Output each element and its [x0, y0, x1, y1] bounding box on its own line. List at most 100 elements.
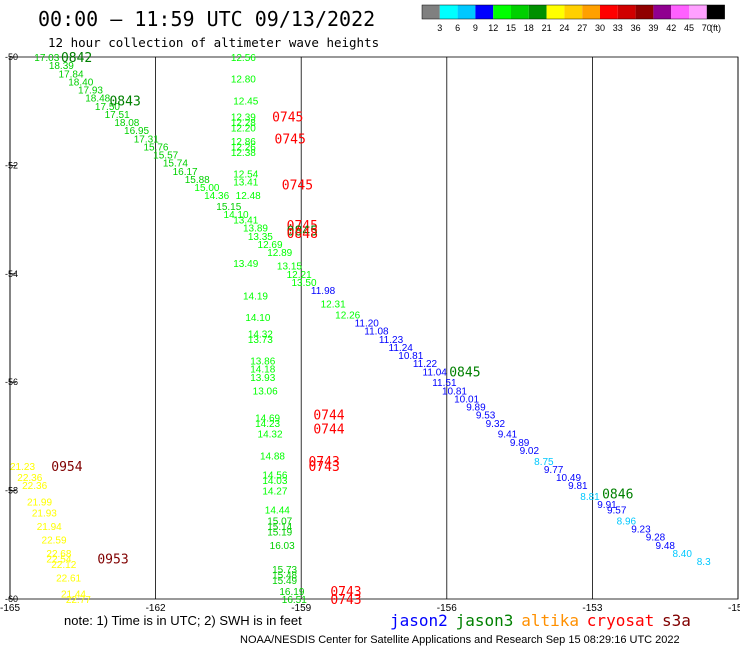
- wave-height-label: 21.93: [32, 508, 57, 519]
- pass-time-label: 0743: [308, 455, 339, 470]
- wave-height-label: 13.35: [248, 232, 273, 243]
- wave-height-label: 14.88: [260, 451, 285, 462]
- wave-height-label: 10.01: [454, 394, 479, 405]
- colorbar-swatch: [511, 5, 529, 19]
- wave-height-label: 12.26: [335, 310, 360, 321]
- wave-height-label: 22.36: [17, 473, 42, 484]
- wave-height-label: 13.89: [243, 224, 268, 235]
- wave-height-label: 9.41: [498, 430, 518, 441]
- wave-height-label: 9.48: [655, 541, 675, 552]
- wave-height-label: 18.48: [85, 94, 110, 105]
- wave-height-label: 16.17: [173, 167, 198, 178]
- wave-height-label: 8.40: [672, 549, 692, 560]
- satellite-legend: jason2 jason3 altika cryosat s3a: [390, 611, 691, 630]
- y-tick-label: -58: [5, 486, 18, 496]
- wave-height-label: 15.57: [153, 151, 178, 162]
- wave-height-label: 13.50: [291, 278, 316, 289]
- wave-height-label: 14.03: [262, 476, 287, 487]
- pass-time-label: 0743: [330, 585, 361, 600]
- wave-height-label: 12.86: [231, 137, 256, 148]
- wave-height-label: 9.89: [466, 403, 486, 414]
- wave-height-label: 13.41: [233, 178, 258, 189]
- colorbar-swatch: [528, 5, 547, 19]
- wave-height-label: 10.81: [398, 351, 423, 362]
- wave-height-label: 22.77: [66, 595, 91, 606]
- wave-height-label: 11.08: [364, 327, 389, 338]
- wave-height-label: 22.61: [56, 573, 81, 584]
- wave-height-label: 9.81: [568, 481, 588, 492]
- colorbar-tick: 15: [506, 23, 516, 33]
- colorbar-swatch: [439, 5, 458, 19]
- pass-time-label: 0744: [313, 409, 344, 424]
- wave-height-label: 14.32: [248, 329, 273, 340]
- wave-height-label: 9.57: [607, 506, 627, 517]
- wave-height-label: 17.93: [78, 86, 103, 97]
- pass-time-label: 0954: [51, 460, 82, 475]
- wave-height-label: 17.31: [134, 134, 159, 145]
- wave-height-label: 18.40: [68, 77, 93, 88]
- wave-height-label: 11.23: [379, 335, 404, 346]
- colorbar-swatch: [671, 5, 689, 19]
- colorbar-tick: 30: [595, 23, 605, 33]
- wave-height-label: 13.73: [248, 335, 273, 346]
- colorbar-swatch: [582, 5, 600, 19]
- wave-height-label: 14.10: [245, 313, 270, 324]
- colorbar-tick: 70: [702, 23, 712, 33]
- wave-height-label: 11.24: [389, 343, 414, 354]
- wave-height-label: 12.20: [231, 123, 256, 134]
- colorbar-swatch: [546, 5, 565, 19]
- pass-time-label: 0743: [308, 460, 339, 475]
- colorbar-tick: 12: [488, 23, 498, 33]
- wave-height-label: 14.18: [250, 365, 275, 376]
- wave-height-label: 11.20: [355, 319, 380, 330]
- wave-height-label: 15.76: [143, 142, 168, 153]
- colorbar-swatch: [653, 5, 672, 19]
- plot-axes: -165-162-159-156-153-150-50-52-54-56-58-…: [0, 52, 740, 614]
- x-tick-label: -150: [728, 603, 740, 614]
- wave-height-label: 9.91: [597, 500, 617, 511]
- colorbar-swatch: [422, 5, 440, 19]
- wave-height-label: 22.12: [51, 560, 76, 571]
- wave-height-label: 16.51: [282, 595, 307, 606]
- wave-height-label: 13.15: [277, 262, 302, 273]
- wave-height-label: 21.99: [27, 497, 52, 508]
- plot-frame: [9, 56, 739, 600]
- colorbar-swatch: [706, 5, 725, 19]
- colorbar-tick: 33: [613, 23, 623, 33]
- y-tick-label: -56: [5, 377, 18, 387]
- wave-height-label: 9.32: [486, 419, 506, 430]
- pass-time-label: 0745: [287, 219, 318, 234]
- wave-height-label: 9.89: [510, 438, 530, 449]
- wave-height-label: 22.68: [46, 549, 71, 560]
- colorbar-frame: [421, 4, 725, 20]
- pass-time-label: 0745: [275, 132, 306, 147]
- colorbar-tick: 18: [524, 23, 534, 33]
- wave-height-label: 12.56: [231, 53, 256, 64]
- pass-time-label: 0743: [330, 593, 361, 608]
- wave-height-label: 11.22: [413, 359, 438, 370]
- colorbar-tick: 36: [631, 23, 641, 33]
- pass-time-label: 0843: [109, 94, 140, 109]
- pass-time-label: 0745: [272, 111, 303, 126]
- wave-height-label: 15.00: [194, 183, 219, 194]
- wave-height-label: 9.53: [476, 411, 496, 422]
- wave-height-label: 18.08: [114, 118, 139, 129]
- colorbar-tick: 45: [684, 23, 694, 33]
- colorbar-swatch: [635, 5, 654, 19]
- wave-height-label: 12.28: [231, 118, 256, 129]
- x-tick-label: -159: [291, 603, 311, 614]
- wave-height-label: 12.39: [231, 113, 256, 124]
- wave-height-label: 13.41: [233, 216, 258, 227]
- chart-subtitle: 12 hour collection of altimeter wave hei…: [48, 35, 379, 50]
- wave-height-label: 8.75: [534, 457, 554, 468]
- pass-time-label: 0845: [287, 224, 318, 239]
- y-tick-label: -54: [5, 269, 18, 279]
- wave-height-label: 9.77: [544, 465, 564, 476]
- wave-height-label: 11.98: [311, 286, 336, 297]
- note-text: note: 1) Time is in UTC; 2) SWH is in fe…: [64, 613, 302, 628]
- data-labels: 17.0318.3917.8418.4017.9318.4817.5017.51…: [10, 51, 711, 608]
- x-tick-label: -153: [582, 603, 602, 614]
- wave-height-label: 15.48: [272, 571, 297, 582]
- wave-height-label: 12.69: [258, 240, 283, 251]
